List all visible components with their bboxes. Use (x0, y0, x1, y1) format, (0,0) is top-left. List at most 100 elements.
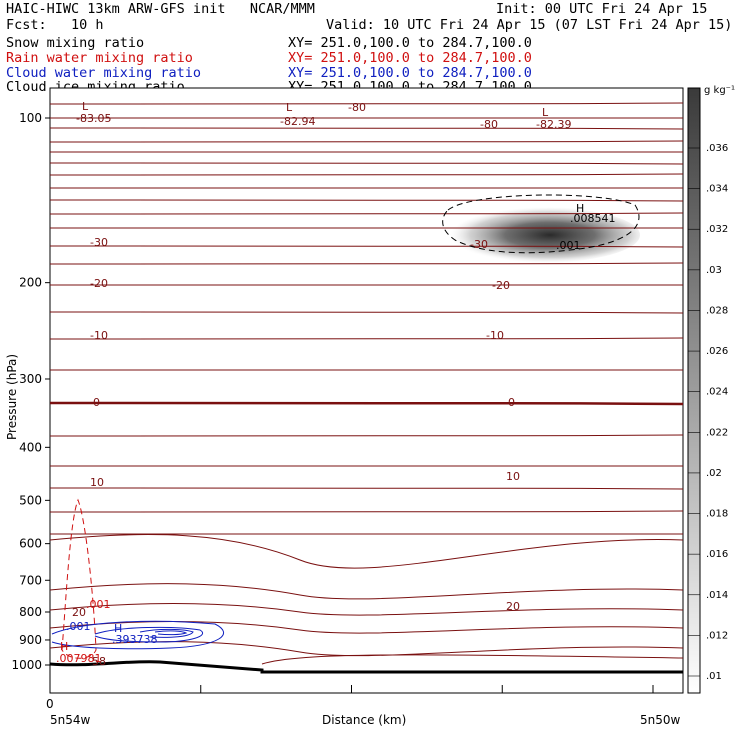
snow-high-marker: H (576, 202, 584, 215)
rain-high-marker: H (60, 640, 68, 653)
temperature-label: -20 (492, 279, 510, 292)
colorbar-tick-label: .01 (706, 671, 722, 682)
temperature-label: -10 (90, 329, 108, 342)
isotherm-group (50, 102, 683, 665)
y-tick-label: 900 (19, 633, 42, 647)
x-axis (49, 685, 654, 693)
colorbar-tick-label: .028 (706, 305, 728, 316)
colorbar-tick-label: .022 (706, 427, 728, 438)
field-name-cloud-water: Cloud water mixing ratio (6, 65, 202, 81)
low-marker: L (286, 101, 293, 114)
temperature-label: -20 (90, 277, 108, 290)
snow-shading (440, 207, 640, 263)
x-axis-left-location: 5n54w (50, 713, 91, 727)
y-axis-label: Pressure (hPa) (5, 354, 19, 440)
terrain-line (50, 660, 683, 674)
rain-contour-dashed (61, 498, 97, 659)
cloud-water-high-value: .393738 (112, 633, 158, 646)
colorbar-tick-label: .02 (706, 468, 722, 479)
snow-high-value: .008541 (570, 212, 616, 225)
y-tick-label: 400 (19, 440, 42, 454)
temperature-label: -30 (90, 236, 108, 249)
field-name-rain: Rain water mixing ratio (6, 50, 193, 66)
isotherm-line (50, 199, 683, 202)
snow-contour-dashed (442, 194, 640, 254)
colorbar-tick-label: .012 (706, 630, 728, 641)
y-tick-label: 300 (19, 372, 42, 386)
isotherm-line (50, 311, 683, 314)
init-time: Init: 00 UTC Fri 24 Apr 15 (496, 1, 708, 17)
valid-time: Valid: 10 UTC Fri 24 Apr 15 (07 LST Fri … (326, 17, 733, 33)
cloud-water-contours (51, 620, 225, 650)
colorbar-unit: g kg⁻¹ (704, 85, 735, 96)
low-marker: L (542, 106, 549, 119)
isotherm-line (50, 337, 683, 340)
colorbar (687, 87, 701, 694)
y-tick-label: 200 (19, 276, 42, 290)
snow-contour-label: .001 (556, 239, 581, 252)
temperature-label: -83.05 (76, 112, 111, 125)
isotherm-line (50, 140, 683, 143)
temperature-labels: -83.05 -82.94 -82.39 -80 -80 -30 -30 -20… (72, 101, 571, 668)
isotherm-line (50, 245, 683, 248)
temperature-label: -80 (480, 118, 498, 131)
forecast-hour: Fcst: 10 h (6, 17, 104, 33)
low-marker: L (82, 100, 89, 113)
temperature-label: -82.94 (280, 115, 315, 128)
isotherm-line (50, 162, 683, 165)
temperature-label: 0 (508, 396, 515, 409)
colorbar-tick-label: .014 (706, 590, 728, 601)
isotherm-line (50, 262, 683, 265)
rain-contour-label: .001 (86, 598, 111, 611)
field-xy-cloud-water: XY= 251.0,100.0 to 284.7,100.0 (288, 65, 532, 81)
x-axis-start-label: 0 (46, 697, 54, 711)
colorbar-tick-label: .034 (706, 184, 728, 195)
y-tick-label: 700 (19, 573, 42, 587)
temperature-label: 10 (506, 470, 520, 483)
isotherm-line (50, 487, 683, 490)
y-tick-label: 1000 (11, 658, 42, 672)
isotherm-line (261, 654, 683, 665)
isotherm-line (50, 401, 683, 406)
isotherm-line (50, 602, 683, 616)
rain-high-value: .007981 (56, 652, 102, 665)
isotherm-line (50, 173, 683, 176)
isotherm-line (50, 620, 683, 634)
temperature-label: 58 (92, 655, 106, 668)
colorbar-tick-label: .016 (706, 549, 728, 560)
isotherm-line (50, 434, 683, 437)
cloud-water-high-marker: H (114, 622, 122, 635)
y-tick-label: 100 (19, 111, 42, 125)
colorbar-tick-label: .03 (706, 265, 722, 276)
isotherm-line (50, 212, 683, 215)
temperature-label: -30 (470, 238, 488, 251)
colorbar-tick-label: .026 (706, 346, 728, 357)
colorbar-tick-label: .032 (706, 224, 728, 235)
isotherm-line (50, 583, 683, 600)
isotherm-line (50, 534, 683, 569)
field-name-snow: Snow mixing ratio (6, 35, 145, 51)
colorbar-tick-label: .036 (706, 143, 728, 154)
cloud-water-contour-label: .001 (66, 620, 91, 633)
isotherm-line (50, 510, 683, 513)
colorbar-ticks: .01 .012 .014 .016 .018 .02 .022 .024 .026 .028 .0… (688, 143, 728, 682)
y-tick-label: 600 (19, 537, 42, 551)
temperature-label: 20 (506, 600, 520, 613)
field-xy-rain: XY= 251.0,100.0 to 284.7,100.0 (288, 50, 532, 66)
plot-frame (49, 87, 684, 694)
isotherm-line (50, 127, 683, 130)
temperature-label: -82.39 (536, 118, 571, 131)
temperature-label: -80 (348, 101, 366, 114)
colorbar-tick-label: .024 (706, 387, 728, 398)
field-xy-snow: XY= 251.0,100.0 to 284.7,100.0 (288, 35, 532, 51)
isotherm-line (50, 102, 683, 105)
temperature-label: 20 (72, 606, 86, 619)
y-axis: 100 200 300 400 500 600 700 800 900 1000 (11, 111, 50, 672)
y-tick-label: 500 (19, 493, 42, 507)
x-axis-right-location: 5n50w (640, 713, 681, 727)
colorbar-tick-label: .018 (706, 509, 728, 520)
chart-title: HAIC-HIWC 13km ARW-GFS init NCAR/MMM (6, 1, 315, 17)
x-axis-label: Distance (km) (322, 713, 406, 727)
temperature-label: 0 (93, 396, 100, 409)
